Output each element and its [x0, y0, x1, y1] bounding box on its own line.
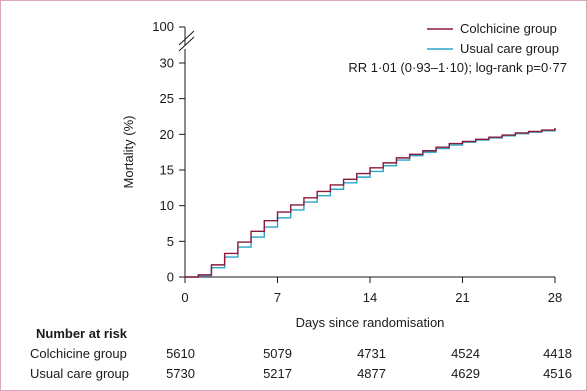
risk-table-title: Number at risk: [36, 326, 128, 341]
risk-table: Colchicine group 5610 5079 4731 4524 4418 Usua…: [30, 346, 572, 381]
y-axis-break-mark-1: [178, 30, 195, 46]
series-line-usual-care: [185, 128, 556, 278]
y-ticks: 0 5 10 15 20 25 30: [160, 56, 185, 285]
x-tick-label: 21: [455, 290, 469, 305]
y-tick-label: 25: [160, 91, 174, 106]
y-tick-label: 5: [167, 234, 174, 249]
statistics-annotation: RR 1·01 (0·93–1·10); log-rank p=0·77: [348, 60, 567, 75]
x-tick-label: 14: [363, 290, 377, 305]
axes: 100: [152, 19, 555, 278]
risk-cell: 4629: [451, 366, 480, 381]
risk-cell: 4877: [357, 366, 386, 381]
legend-label-usual-care: Usual care group: [460, 41, 559, 56]
x-tick-label: 0: [181, 290, 188, 305]
x-tick-label: 7: [274, 290, 281, 305]
series-line-colchicine: [185, 127, 556, 278]
risk-cell: 5730: [166, 366, 195, 381]
y-tick-label: 15: [160, 163, 174, 178]
risk-row-label: Usual care group: [30, 366, 129, 381]
risk-cell: 5079: [263, 346, 292, 361]
risk-cell: 4524: [451, 346, 480, 361]
y-axis-label: Mortality (%): [121, 116, 136, 189]
risk-cell: 5217: [263, 366, 292, 381]
risk-cell: 4516: [543, 366, 572, 381]
legend-label-colchicine: Colchicine group: [460, 21, 557, 36]
y-axis-break-mark-2: [178, 36, 195, 52]
y-tick-label-100: 100: [152, 19, 174, 34]
x-axis-label: Days since randomisation: [296, 315, 445, 330]
y-tick-label: 20: [160, 127, 174, 142]
risk-row-label: Colchicine group: [30, 346, 127, 361]
series-lines: [185, 127, 556, 278]
x-tick-label: 28: [548, 290, 562, 305]
y-tick-label: 10: [160, 198, 174, 213]
risk-cell: 4731: [357, 346, 386, 361]
y-tick-label: 30: [160, 56, 174, 71]
legend: Colchicine group Usual care group: [427, 21, 559, 56]
y-tick-label: 0: [167, 270, 174, 285]
risk-cell: 5610: [166, 346, 195, 361]
risk-cell: 4418: [543, 346, 572, 361]
x-ticks: 0 7 14 21 28: [181, 277, 562, 305]
